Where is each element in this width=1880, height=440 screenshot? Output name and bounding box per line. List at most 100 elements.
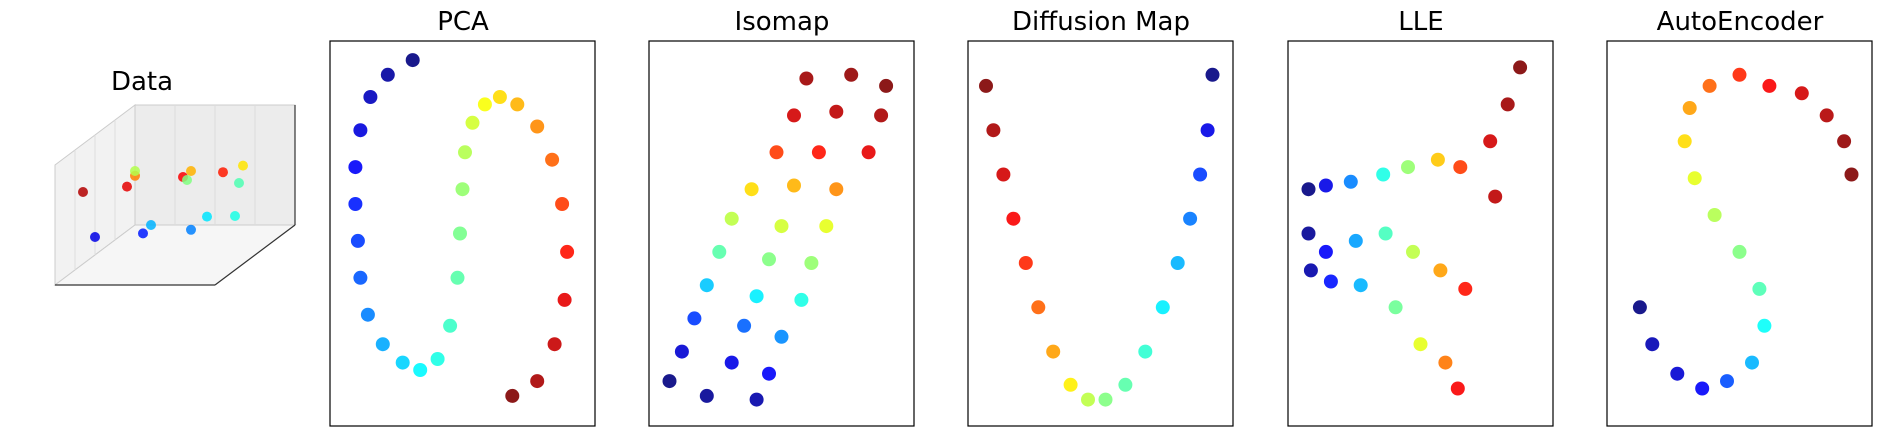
panel-title: PCA bbox=[437, 7, 489, 37]
axis-y bbox=[214, 224, 296, 286]
data-point bbox=[1098, 392, 1113, 407]
data-point bbox=[749, 392, 764, 407]
data-point bbox=[1118, 377, 1133, 392]
data-point bbox=[348, 160, 363, 175]
axes-frame bbox=[648, 40, 915, 427]
data-point bbox=[762, 366, 776, 381]
data-point bbox=[1046, 344, 1061, 359]
data-point bbox=[674, 344, 689, 359]
data-point bbox=[1205, 67, 1220, 82]
data-point bbox=[458, 145, 472, 160]
data-point bbox=[1378, 226, 1393, 241]
data-point bbox=[1138, 344, 1153, 359]
panel-data-3d: Data bbox=[53, 67, 297, 286]
data-point bbox=[1695, 381, 1710, 396]
data-point bbox=[1301, 226, 1316, 241]
data-point bbox=[712, 244, 727, 259]
data-point bbox=[547, 337, 562, 352]
data-point bbox=[560, 244, 575, 259]
data-point bbox=[505, 388, 520, 403]
data-point bbox=[1483, 134, 1498, 149]
data-point bbox=[234, 178, 244, 188]
panel-title: LLE bbox=[1398, 7, 1443, 37]
panel-title: Isomap bbox=[735, 7, 830, 37]
data-point bbox=[1200, 123, 1215, 138]
panel-diffusion-map: Diffusion Map bbox=[967, 7, 1234, 427]
data-point bbox=[1318, 178, 1333, 193]
data-point bbox=[375, 337, 390, 352]
data-point bbox=[787, 178, 801, 193]
data-point bbox=[749, 289, 764, 304]
panel-autoencoder: AutoEncoder bbox=[1606, 7, 1873, 427]
data-point bbox=[1453, 160, 1468, 175]
data-point bbox=[979, 78, 993, 93]
data-point bbox=[1720, 374, 1734, 389]
panel-title: Diffusion Map bbox=[1012, 7, 1190, 37]
data-point bbox=[353, 123, 368, 138]
data-point bbox=[996, 167, 1011, 182]
data-point bbox=[1632, 300, 1647, 315]
data-point bbox=[1343, 174, 1358, 189]
data-point bbox=[737, 318, 752, 333]
data-point bbox=[1450, 381, 1465, 396]
data-point bbox=[138, 228, 148, 239]
panel-pca: PCA bbox=[329, 7, 596, 427]
data-point bbox=[465, 115, 480, 130]
data-point bbox=[492, 90, 507, 104]
data-point bbox=[1413, 337, 1428, 352]
data-point bbox=[844, 67, 859, 82]
data-point bbox=[1081, 392, 1095, 407]
data-point bbox=[1376, 167, 1391, 182]
data-point bbox=[1318, 244, 1333, 259]
data-point bbox=[829, 182, 844, 197]
data-point bbox=[555, 197, 570, 211]
data-point bbox=[1155, 300, 1170, 315]
data-point bbox=[530, 119, 545, 134]
data-point bbox=[1844, 167, 1859, 182]
data-point bbox=[430, 352, 445, 366]
data-point bbox=[774, 219, 789, 234]
data-point bbox=[1500, 97, 1515, 112]
data-point bbox=[1682, 101, 1697, 115]
data-point bbox=[395, 355, 410, 370]
panel-title: Data bbox=[111, 67, 173, 97]
data-point bbox=[819, 219, 834, 234]
data-point bbox=[1757, 318, 1772, 333]
data-point bbox=[363, 90, 378, 104]
data-point bbox=[1353, 278, 1368, 293]
axes-frame bbox=[967, 40, 1234, 427]
data-point bbox=[687, 311, 702, 326]
data-point bbox=[1837, 134, 1852, 149]
data-point bbox=[874, 108, 889, 123]
data-point bbox=[1323, 274, 1338, 289]
data-point bbox=[1018, 256, 1033, 270]
data-point bbox=[186, 166, 196, 176]
panel-title: AutoEncoder bbox=[1657, 7, 1824, 37]
data-point bbox=[545, 152, 560, 167]
data-point bbox=[744, 182, 759, 197]
data-point bbox=[450, 270, 465, 285]
data-point bbox=[1438, 355, 1453, 370]
data-point bbox=[238, 160, 248, 171]
data-point bbox=[804, 256, 819, 270]
data-point bbox=[1645, 337, 1660, 352]
data-point bbox=[794, 292, 809, 307]
data-point bbox=[510, 97, 525, 112]
data-point bbox=[1707, 208, 1722, 222]
data-point bbox=[122, 181, 132, 192]
data-point bbox=[1702, 78, 1717, 93]
data-point bbox=[360, 307, 375, 322]
data-point bbox=[811, 145, 826, 160]
data-point bbox=[202, 211, 212, 222]
data-point bbox=[130, 166, 140, 176]
data-point bbox=[1819, 108, 1834, 123]
data-point bbox=[453, 226, 467, 241]
axes-frame bbox=[1287, 40, 1554, 427]
data-point bbox=[769, 145, 784, 160]
data-point bbox=[724, 211, 739, 226]
data-point bbox=[455, 182, 470, 197]
data-point bbox=[186, 224, 196, 235]
data-point bbox=[146, 220, 156, 230]
data-point bbox=[829, 104, 844, 119]
